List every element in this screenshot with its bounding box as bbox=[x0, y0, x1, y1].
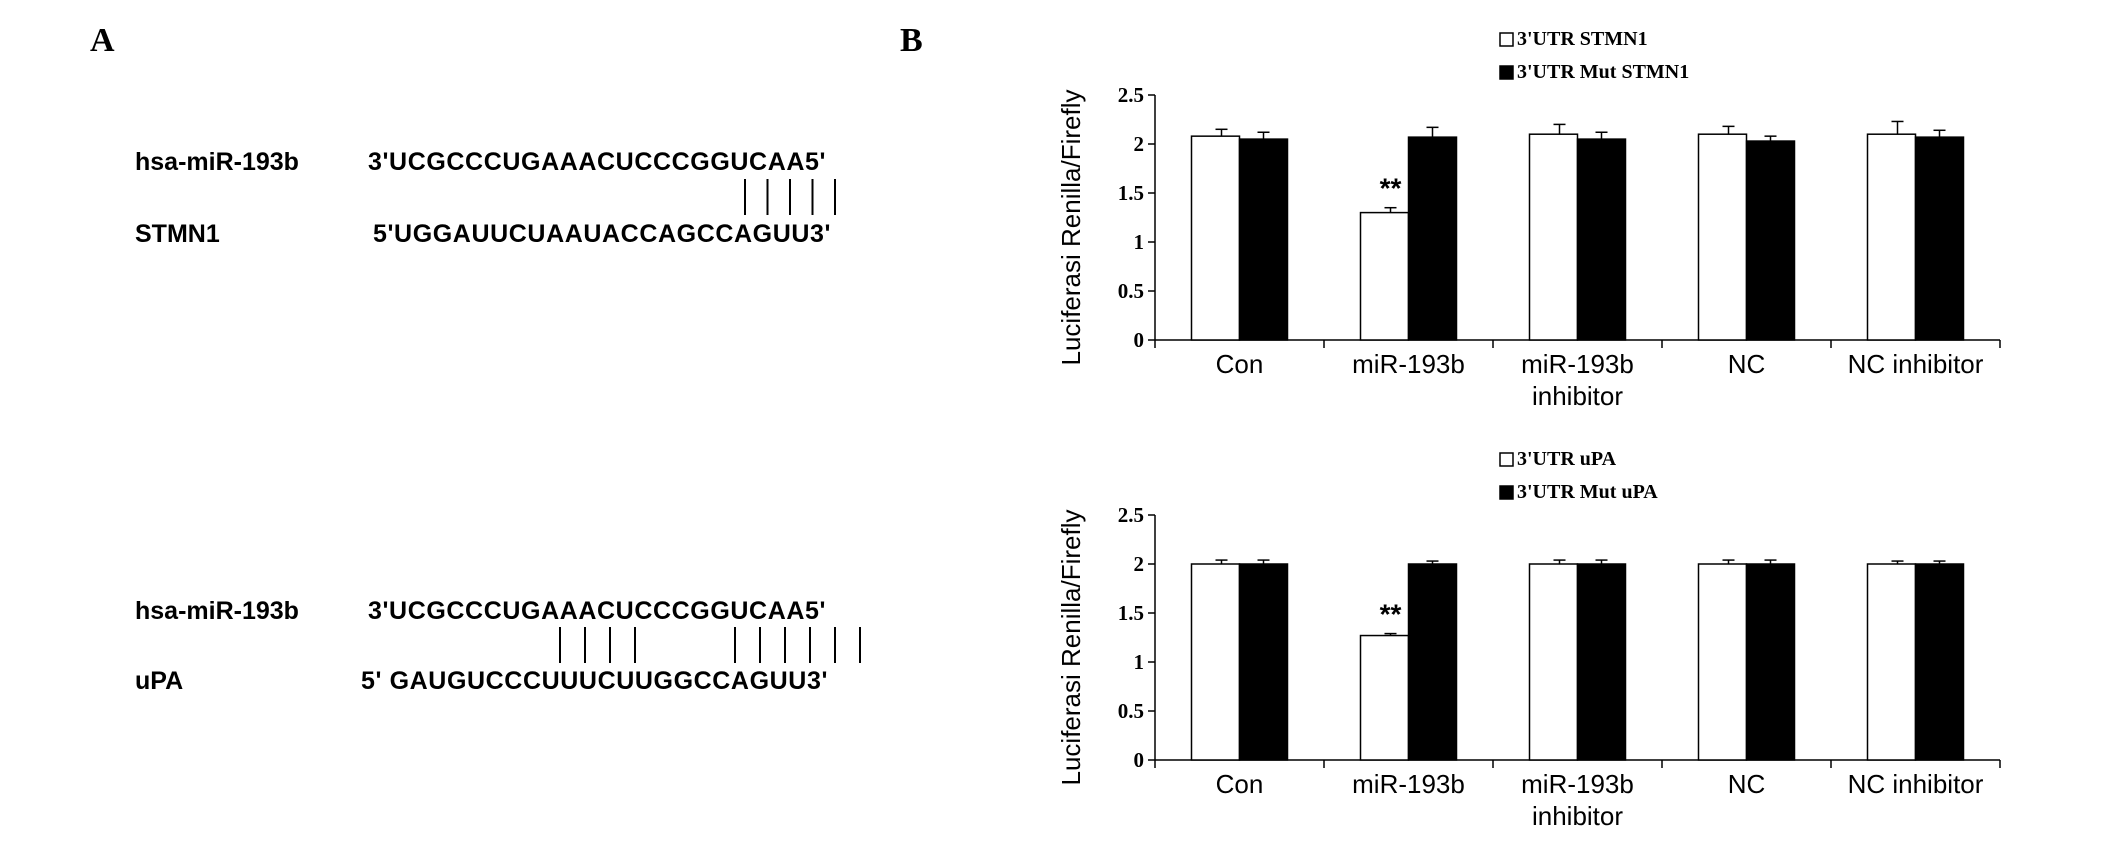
chart-svg-stmn1: 3'UTR STMN1 3'UTR Mut STMN1 0 0.5 1 1.5 2 2.5 Lu… bbox=[1056, 28, 2001, 411]
bar bbox=[1528, 563, 1579, 761]
mirna-sequence: 3'UCGCCCUGAAACUCCCGGUCAA5' bbox=[368, 148, 827, 176]
bar bbox=[1745, 140, 1796, 341]
bar bbox=[1914, 563, 1965, 761]
y-tick-label: 1.5 bbox=[1118, 601, 1144, 625]
y-tick-label: 0.5 bbox=[1118, 699, 1144, 723]
bar bbox=[1407, 136, 1458, 341]
x-tick-label: miR-193b inhibitor bbox=[1521, 769, 1634, 831]
y-tick-label: 2.5 bbox=[1118, 83, 1144, 107]
x-tick-label: miR-193b bbox=[1352, 769, 1465, 799]
y-tick-label: 1 bbox=[1134, 230, 1145, 254]
bar bbox=[1528, 133, 1579, 341]
mirna-label: hsa-miR-193b bbox=[135, 597, 299, 625]
bar bbox=[1407, 563, 1458, 761]
chart-svg-upa: 3'UTR uPA 3'UTR Mut uPA 0 0.5 1 1.5 2 2.5 Lucife… bbox=[1056, 448, 2001, 831]
x-tick-label: miR-193b inhibitor bbox=[1521, 349, 1634, 411]
target-label: STMN1 bbox=[135, 220, 220, 248]
bar bbox=[1359, 211, 1410, 341]
y-tick-label: 0.5 bbox=[1118, 279, 1144, 303]
bar bbox=[1697, 563, 1748, 761]
x-tick-label: NC inhibitor bbox=[1848, 349, 1984, 379]
bar bbox=[1190, 135, 1241, 341]
legend-swatch bbox=[1499, 485, 1514, 500]
bar bbox=[1745, 563, 1796, 761]
y-tick-label: 1 bbox=[1134, 650, 1145, 674]
bar-chart-stmn1: 3'UTR STMN1 3'UTR Mut STMN1 0 0.5 1 1.5 2 2.5 Lu… bbox=[1040, 20, 2040, 420]
y-axis-label: Luciferasi Renilla/Firefly bbox=[1056, 90, 1086, 366]
legend-label: 3'UTR Mut STMN1 bbox=[1517, 61, 1689, 83]
base-pair-lines bbox=[744, 179, 836, 215]
significance-annotation: ** bbox=[1380, 599, 1402, 630]
target-sequence: 5' GAUGUCCCUUUCUUGGCCAGUU3' bbox=[361, 667, 828, 695]
y-tick-label: 1.5 bbox=[1118, 181, 1144, 205]
mirna-label: hsa-miR-193b bbox=[135, 148, 299, 176]
x-tick-label: NC bbox=[1728, 769, 1766, 799]
x-tick-label: NC inhibitor bbox=[1848, 769, 1984, 799]
legend-item: 3'UTR Mut uPA bbox=[1499, 481, 1658, 503]
bar bbox=[1576, 563, 1627, 761]
bar bbox=[1866, 563, 1917, 761]
bar bbox=[1866, 133, 1917, 341]
base-pair-lines bbox=[559, 627, 861, 663]
legend-label: 3'UTR uPA bbox=[1517, 448, 1617, 470]
bar bbox=[1238, 563, 1289, 761]
y-tick-label: 0 bbox=[1134, 748, 1145, 772]
target-sequence: 5'UGGAUUCUAAUACCAGCCAGUU3' bbox=[373, 220, 832, 248]
x-tick-label: NC bbox=[1728, 349, 1766, 379]
x-tick-label: miR-193b bbox=[1352, 349, 1465, 379]
y-tick-label: 0 bbox=[1134, 328, 1145, 352]
x-tick-label: Con bbox=[1216, 349, 1264, 379]
legend-item: 3'UTR uPA bbox=[1499, 448, 1617, 470]
y-tick-label: 2 bbox=[1134, 132, 1145, 156]
bar-chart-upa: 3'UTR uPA 3'UTR Mut uPA 0 0.5 1 1.5 2 2.5 Lucife… bbox=[1040, 440, 2040, 840]
y-tick-label: 2.5 bbox=[1118, 503, 1144, 527]
legend-swatch bbox=[1499, 32, 1514, 47]
x-tick-label: Con bbox=[1216, 769, 1264, 799]
y-tick-label: 2 bbox=[1134, 552, 1145, 576]
target-label: uPA bbox=[135, 667, 184, 695]
bar bbox=[1576, 138, 1627, 341]
bar bbox=[1914, 136, 1965, 341]
legend-label: 3'UTR STMN1 bbox=[1517, 28, 1648, 50]
mirna-sequence: 3'UCGCCCUGAAACUCCCGGUCAA5' bbox=[368, 597, 827, 625]
bar bbox=[1190, 563, 1241, 761]
legend-item: 3'UTR Mut STMN1 bbox=[1499, 61, 1689, 83]
legend-label: 3'UTR Mut uPA bbox=[1517, 481, 1658, 503]
legend-swatch bbox=[1499, 452, 1514, 467]
panel-b-letter: B bbox=[900, 22, 923, 59]
bar bbox=[1238, 138, 1289, 341]
significance-annotation: ** bbox=[1380, 173, 1402, 204]
legend-swatch bbox=[1499, 65, 1514, 80]
bar bbox=[1697, 133, 1748, 341]
y-axis-label: Luciferasi Renilla/Firefly bbox=[1056, 510, 1086, 786]
bar bbox=[1359, 634, 1410, 761]
legend-item: 3'UTR STMN1 bbox=[1499, 28, 1648, 50]
panel-a-letter: A bbox=[90, 22, 115, 59]
